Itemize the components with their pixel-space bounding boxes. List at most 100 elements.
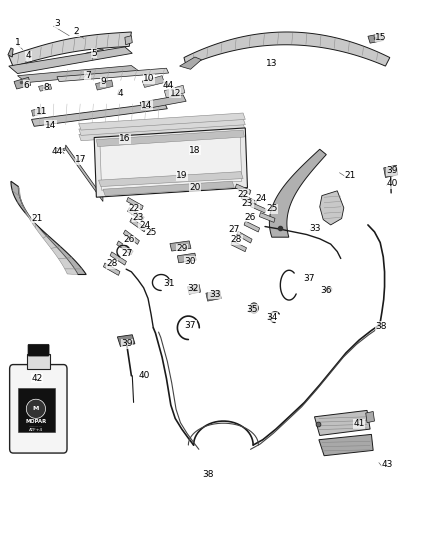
Text: 22: 22 — [237, 190, 249, 198]
Text: 28: 28 — [106, 260, 117, 268]
Polygon shape — [26, 399, 46, 418]
Text: MOPAR: MOPAR — [25, 418, 46, 424]
Text: 28: 28 — [231, 236, 242, 244]
Text: 40: 40 — [386, 180, 398, 188]
Text: 39: 39 — [386, 166, 398, 175]
Text: 14: 14 — [45, 121, 56, 130]
Polygon shape — [250, 303, 258, 313]
Polygon shape — [96, 130, 244, 147]
Text: 4: 4 — [26, 52, 31, 60]
Polygon shape — [11, 181, 86, 274]
Polygon shape — [85, 49, 104, 60]
Polygon shape — [124, 230, 139, 244]
Polygon shape — [235, 184, 251, 195]
Polygon shape — [127, 208, 144, 221]
Text: 2: 2 — [74, 28, 79, 36]
Polygon shape — [184, 32, 390, 66]
Polygon shape — [259, 213, 275, 222]
Text: 9: 9 — [100, 77, 106, 86]
Text: 34: 34 — [266, 313, 277, 321]
Text: 38: 38 — [375, 322, 387, 330]
Polygon shape — [164, 85, 185, 98]
Polygon shape — [130, 218, 146, 232]
Polygon shape — [39, 84, 52, 91]
Text: 14: 14 — [141, 101, 152, 109]
Polygon shape — [79, 113, 245, 130]
Polygon shape — [117, 335, 135, 346]
Text: 44: 44 — [51, 148, 63, 156]
Polygon shape — [32, 108, 44, 116]
Polygon shape — [384, 165, 398, 177]
Text: 13: 13 — [266, 60, 277, 68]
Polygon shape — [94, 128, 247, 197]
Text: 27: 27 — [229, 225, 240, 233]
Text: 31: 31 — [163, 279, 174, 288]
Polygon shape — [99, 172, 243, 187]
Text: 7: 7 — [85, 71, 91, 80]
Text: 29: 29 — [176, 245, 187, 253]
Polygon shape — [66, 145, 103, 201]
Polygon shape — [14, 77, 31, 89]
Polygon shape — [110, 252, 127, 265]
Text: 21: 21 — [32, 214, 43, 223]
Text: 23: 23 — [132, 213, 144, 222]
Text: 30: 30 — [185, 257, 196, 265]
Text: 37: 37 — [185, 321, 196, 329]
Polygon shape — [142, 76, 164, 87]
Polygon shape — [127, 197, 143, 210]
Polygon shape — [125, 36, 132, 45]
Polygon shape — [170, 241, 191, 251]
Polygon shape — [32, 102, 167, 126]
Polygon shape — [79, 118, 245, 135]
Text: 5: 5 — [91, 49, 97, 58]
Polygon shape — [57, 68, 169, 82]
Polygon shape — [366, 411, 374, 423]
Polygon shape — [9, 32, 131, 67]
Polygon shape — [103, 263, 120, 276]
Polygon shape — [140, 95, 186, 109]
Text: 32: 32 — [187, 285, 198, 293]
Text: 42: 42 — [32, 374, 43, 383]
Text: 17: 17 — [75, 156, 87, 164]
Text: 41: 41 — [353, 419, 365, 428]
Text: 10: 10 — [143, 75, 155, 83]
Polygon shape — [269, 149, 326, 237]
Text: 24: 24 — [255, 194, 266, 203]
FancyBboxPatch shape — [10, 365, 67, 453]
Polygon shape — [320, 191, 344, 225]
Polygon shape — [244, 221, 260, 232]
Text: 6: 6 — [23, 81, 29, 90]
Text: 33: 33 — [310, 224, 321, 232]
Text: 1: 1 — [14, 38, 21, 47]
Text: 40: 40 — [139, 372, 150, 380]
Text: 12: 12 — [170, 89, 181, 98]
Polygon shape — [95, 80, 113, 90]
Polygon shape — [8, 48, 13, 57]
Polygon shape — [368, 34, 383, 43]
Text: 44: 44 — [163, 81, 174, 90]
Text: 11: 11 — [36, 108, 47, 116]
Polygon shape — [241, 195, 257, 205]
Text: 25: 25 — [145, 229, 157, 237]
Text: 22: 22 — [128, 205, 139, 213]
Text: 43: 43 — [382, 461, 393, 469]
Text: 33: 33 — [209, 290, 220, 298]
Text: 20: 20 — [189, 183, 201, 192]
Polygon shape — [18, 66, 140, 83]
Text: M: M — [33, 406, 39, 411]
Polygon shape — [9, 47, 132, 74]
Polygon shape — [180, 57, 201, 69]
Text: 26: 26 — [124, 236, 135, 244]
Text: 15: 15 — [375, 33, 387, 42]
Polygon shape — [314, 410, 370, 435]
Text: 23: 23 — [242, 199, 253, 208]
Polygon shape — [100, 132, 242, 190]
FancyBboxPatch shape — [28, 344, 49, 356]
FancyBboxPatch shape — [18, 388, 55, 432]
Text: ATF+4: ATF+4 — [29, 427, 43, 432]
Polygon shape — [177, 253, 196, 263]
Polygon shape — [187, 285, 201, 294]
Text: 38: 38 — [202, 470, 214, 479]
Polygon shape — [206, 290, 221, 301]
Text: 37: 37 — [303, 274, 314, 283]
